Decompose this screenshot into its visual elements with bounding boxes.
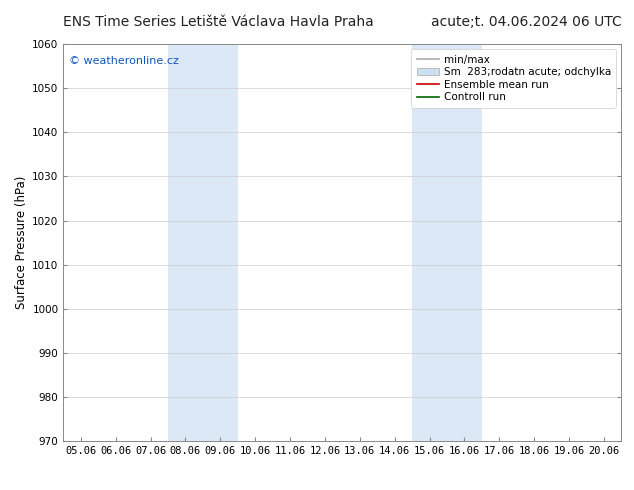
Text: ENS Time Series Letiště Václava Havla Praha: ENS Time Series Letiště Václava Havla Pr…: [63, 15, 374, 29]
Y-axis label: Surface Pressure (hPa): Surface Pressure (hPa): [15, 176, 28, 309]
Bar: [412, 44, 482, 441]
Bar: [168, 44, 238, 441]
Text: acute;t. 04.06.2024 06 UTC: acute;t. 04.06.2024 06 UTC: [430, 15, 621, 29]
Text: © weatheronline.cz: © weatheronline.cz: [69, 56, 179, 66]
Legend: min/max, Sm  283;rodatn acute; odchylka, Ensemble mean run, Controll run: min/max, Sm 283;rodatn acute; odchylka, …: [411, 49, 616, 107]
